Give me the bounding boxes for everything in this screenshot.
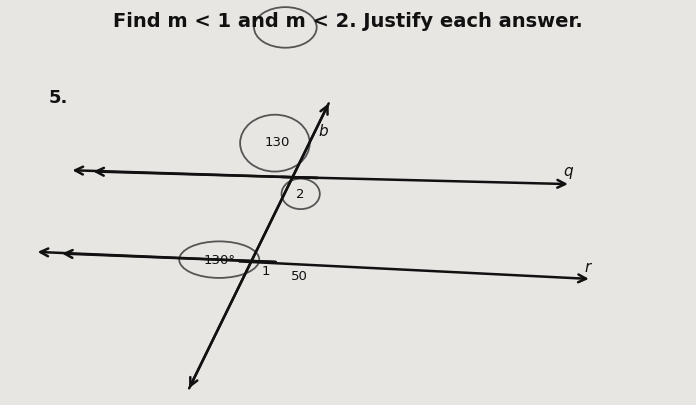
Text: 130°: 130° bbox=[203, 254, 235, 266]
Text: r: r bbox=[585, 260, 591, 275]
Text: b: b bbox=[319, 124, 329, 139]
Text: 5.: 5. bbox=[49, 89, 68, 107]
Text: 50: 50 bbox=[291, 269, 308, 282]
Text: q: q bbox=[564, 164, 574, 178]
Text: Find m < 1 and m < 2. Justify each answer.: Find m < 1 and m < 2. Justify each answe… bbox=[113, 12, 583, 31]
Text: 2: 2 bbox=[296, 188, 305, 201]
Text: 1: 1 bbox=[262, 264, 270, 277]
Text: 130: 130 bbox=[264, 136, 290, 149]
